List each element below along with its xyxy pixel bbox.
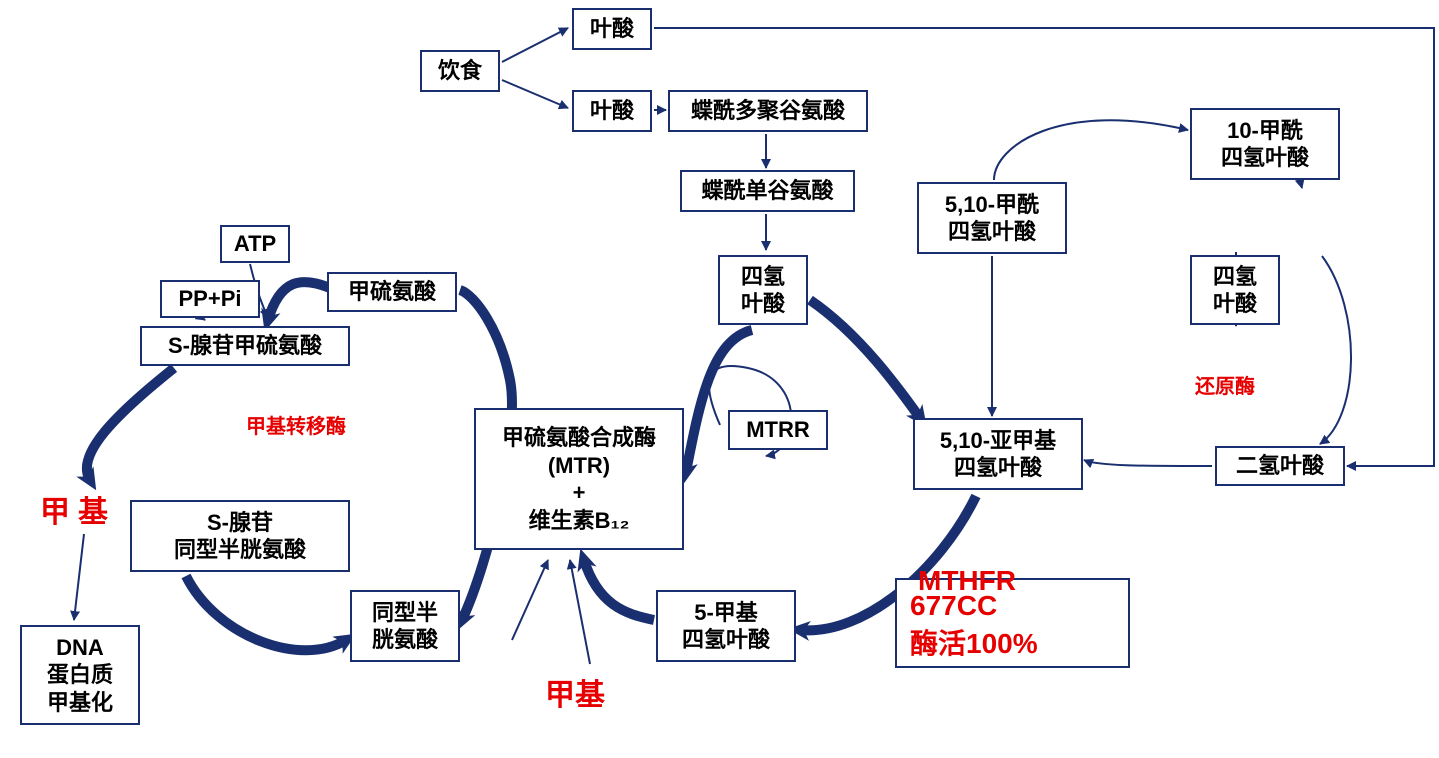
node-formyl10: 10-甲酰 四氢叶酸 xyxy=(1190,108,1340,180)
edge-6 xyxy=(994,120,1188,180)
node-diet: 饮食 xyxy=(420,50,500,92)
node-thf_right: 四氢 叶酸 xyxy=(1190,255,1280,325)
node-sam: S-腺苷甲硫氨酸 xyxy=(140,326,350,366)
edge-11 xyxy=(1084,460,1212,466)
node-folate_top: 叶酸 xyxy=(572,8,652,50)
edge-23 xyxy=(810,300,920,418)
node-methionine: 甲硫氨酸 xyxy=(327,272,457,312)
label-g677: 677CC 酶活100% xyxy=(910,590,1038,662)
node-atp: ATP xyxy=(220,225,290,263)
node-folate_mid: 叶酸 xyxy=(572,90,652,132)
node-sah: S-腺苷 同型半胱氨酸 xyxy=(130,500,350,572)
node-pp_pi: PP+Pi xyxy=(160,280,260,318)
node-mthf5: 5-甲基 四氢叶酸 xyxy=(656,590,796,662)
node-mtrr: MTRR xyxy=(728,410,828,450)
edge-19 xyxy=(87,368,174,480)
node-pteroyl_mono: 蝶酰单谷氨酸 xyxy=(680,170,855,212)
edge-0 xyxy=(502,28,568,62)
edge-20 xyxy=(186,576,346,650)
node-mthf510: 5,10-亚甲基 四氢叶酸 xyxy=(913,418,1083,490)
edge-16 xyxy=(570,560,590,664)
label-methyltransferase: 甲基转移酶 xyxy=(246,410,346,439)
label-methyl_bottom: 甲基 xyxy=(545,670,605,714)
node-formyl510: 5,10-甲酰 四氢叶酸 xyxy=(917,182,1067,254)
diagram-stage: 饮食叶酸叶酸蝶酰多聚谷氨酸蝶酰单谷氨酸四氢 叶酸甲硫氨酸ATPPP+PiS-腺苷… xyxy=(0,0,1439,758)
edge-25 xyxy=(584,560,654,620)
edge-1 xyxy=(502,80,568,108)
edge-17 xyxy=(512,560,548,640)
label-reductase: 还原酶 xyxy=(1195,370,1255,399)
edge-10 xyxy=(1320,256,1351,444)
node-dna: DNA 蛋白质 甲基化 xyxy=(20,625,140,725)
node-hcy: 同型半 胱氨酸 xyxy=(350,590,460,662)
edge-15 xyxy=(74,534,84,620)
node-thf_center: 四氢 叶酸 xyxy=(718,255,808,325)
edge-18 xyxy=(268,282,330,320)
node-mtr: 甲硫氨酸合成酶 (MTR) + 维生素B₁₂ xyxy=(474,408,684,550)
label-methyl_left: 甲基 xyxy=(40,487,116,531)
node-dhf: 二氢叶酸 xyxy=(1215,446,1345,486)
node-pteroyl_poly: 蝶酰多聚谷氨酸 xyxy=(668,90,868,132)
edge-22 xyxy=(686,330,752,472)
